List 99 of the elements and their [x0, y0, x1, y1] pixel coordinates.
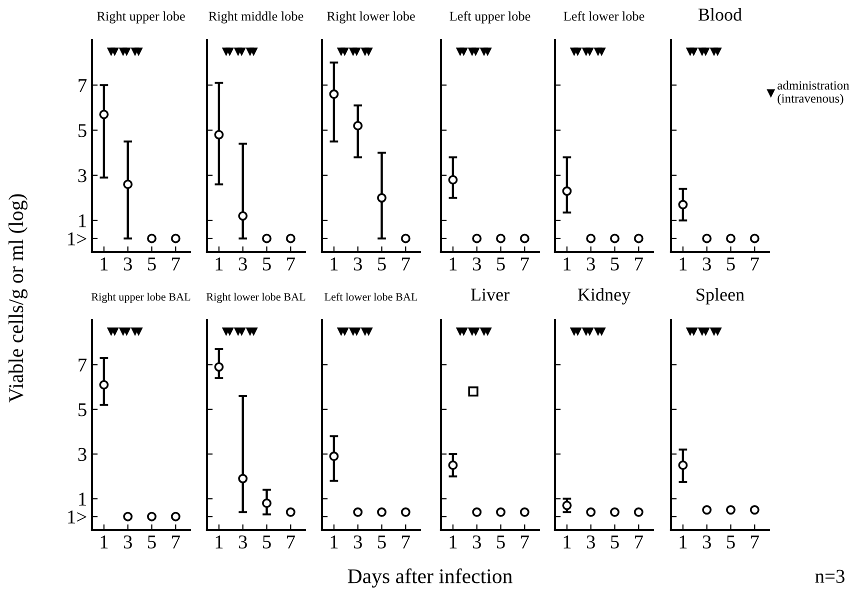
x-tick-label: 5: [148, 536, 156, 549]
point: [468, 386, 478, 397]
point: [329, 89, 339, 99]
x-tick-label: 7: [751, 536, 759, 548]
text: Days after infection: [348, 568, 512, 588]
x-tick-label: 7: [635, 536, 643, 548]
x-tick-label: 3: [702, 535, 711, 549]
chart-title: Right middle lobe: [208, 11, 304, 24]
text: n=3: [815, 570, 844, 583]
x-tick-label: 7: [287, 536, 295, 548]
point: [123, 512, 133, 522]
x-tick-label: 1: [450, 536, 457, 548]
x-tick-label: 5: [727, 258, 735, 271]
x-tick-label: 3: [124, 257, 132, 271]
x-tick-label: 3: [472, 535, 481, 549]
x-tick-label: 3: [354, 535, 362, 549]
y-tick-label: 7: [78, 358, 87, 372]
point: [353, 120, 363, 130]
point: [520, 507, 530, 517]
point: [238, 474, 248, 484]
x-tick-label: 1: [216, 258, 223, 270]
chart-title: Liver: [470, 288, 510, 301]
y-tick-label: 1>: [68, 232, 86, 246]
x-tick-label: 5: [263, 536, 271, 549]
x-tick-label: 5: [378, 258, 386, 271]
chart-title: Right upper lobe BAL: [91, 292, 190, 303]
x-tick-label: 7: [172, 258, 180, 270]
x-tick-label: 7: [402, 536, 410, 548]
x-tick-label: 5: [611, 258, 619, 271]
point: [147, 512, 156, 522]
x-tick-label: 7: [521, 258, 529, 270]
point: [147, 234, 156, 244]
x-tick-label: 1: [330, 536, 338, 548]
y-tick-label: 7: [78, 79, 87, 92]
x-tick-label: 1: [330, 258, 338, 270]
x-tick-label: 5: [263, 258, 271, 271]
legend-label: administration (intravenous): [778, 80, 850, 106]
x-tick-label: 5: [611, 536, 619, 549]
x-tick-label: 3: [238, 257, 247, 271]
point: [496, 507, 506, 517]
point: [377, 193, 386, 203]
x-tick-label: 3: [354, 257, 362, 271]
y-tick-label: 1: [79, 214, 86, 228]
y-tick-label: 5: [78, 403, 86, 416]
x-tick-label: 3: [702, 257, 711, 271]
chart-title: Left lower lobe: [564, 11, 644, 21]
x-tick-label: 1: [564, 536, 571, 548]
x-tick-label: 1: [100, 536, 108, 548]
x-tick-label: 7: [402, 258, 410, 270]
point: [214, 130, 224, 140]
y-tick-label: 3: [78, 448, 86, 461]
point: [170, 512, 180, 522]
point: [262, 234, 272, 244]
x-tick-label: 1: [450, 258, 457, 270]
point: [238, 211, 248, 221]
x-tick-label: 1: [680, 536, 687, 548]
point: [286, 234, 296, 244]
x-tick-label: 3: [586, 535, 595, 549]
chart-title: Right lower lobe: [327, 11, 415, 24]
chart-title: Blood: [698, 8, 742, 21]
x-tick-label: 3: [238, 535, 247, 549]
point: [214, 362, 224, 372]
chart-title: Kidney: [578, 288, 631, 304]
point: [170, 234, 180, 244]
point: [123, 180, 133, 190]
point: [99, 110, 109, 120]
chart-title: Right lower lobe BAL: [206, 292, 306, 303]
chart-title: Spleen: [696, 288, 744, 304]
x-tick-label: 3: [586, 257, 595, 271]
x-tick-label: 1: [680, 258, 687, 270]
y-tick-label: 1: [79, 492, 86, 506]
x-tick-label: 5: [378, 536, 386, 549]
point: [448, 460, 458, 470]
x-tick-label: 7: [751, 258, 759, 270]
x-tick-label: 1: [100, 258, 108, 270]
x-tick-label: 3: [124, 535, 132, 549]
chart-title: Left lower lobe BAL: [324, 292, 418, 301]
x-tick-label: 7: [521, 536, 529, 548]
text: Viable cells/g or ml (log): [8, 194, 28, 402]
x-tick-label: 7: [172, 536, 180, 548]
x-tick-label: 5: [497, 258, 505, 271]
x-tick-label: 7: [635, 258, 643, 270]
y-tick-label: 1>: [68, 510, 86, 524]
y-tick-label: 5: [78, 124, 86, 138]
x-tick-label: 5: [148, 258, 156, 271]
point: [400, 234, 410, 244]
x-tick-label: 1: [216, 536, 223, 548]
chart-title: Right upper lobe: [97, 11, 185, 24]
chart-title: Left upper lobe: [450, 11, 530, 24]
y-tick-label: 3: [78, 169, 86, 182]
point: [472, 507, 482, 517]
x-tick-label: 7: [287, 258, 295, 270]
x-tick-label: 5: [497, 536, 505, 549]
point: [286, 507, 296, 517]
x-tick-label: 3: [472, 257, 481, 271]
x-tick-label: 1: [564, 258, 571, 270]
point: [99, 380, 109, 390]
x-tick-label: 5: [727, 536, 735, 549]
point: [262, 498, 272, 508]
